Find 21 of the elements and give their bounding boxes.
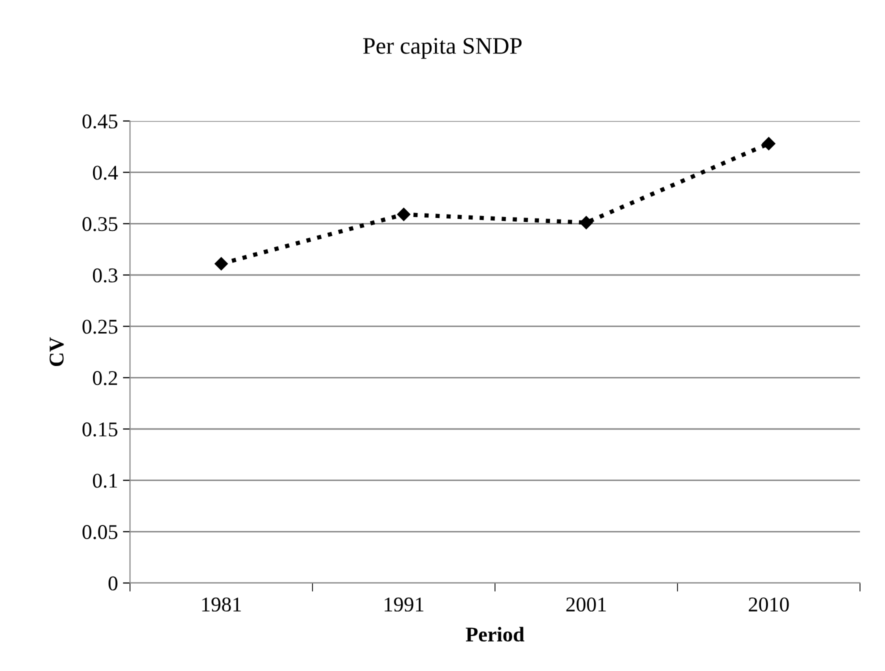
y-tick-label: 0.4 xyxy=(92,166,118,180)
y-tick-label: 0.15 xyxy=(82,422,118,437)
y-tick-label: 0.35 xyxy=(82,217,118,232)
x-tick-label: 1991 xyxy=(384,598,424,612)
point xyxy=(397,208,410,222)
y-tick-label: 0 xyxy=(108,576,118,590)
y-tick-label: 0.05 xyxy=(82,525,118,540)
y-tick-label: 0.1 xyxy=(92,474,117,488)
chart-title: Per capita SNDP xyxy=(363,38,522,59)
y-tick-label: 0.45 xyxy=(82,114,118,129)
point xyxy=(580,216,593,230)
point xyxy=(762,137,776,150)
y-axis-title: CV xyxy=(50,337,64,366)
y-tick-label: 0.2 xyxy=(92,371,118,386)
y-tick-label: 0.3 xyxy=(92,268,118,283)
x-tick-label: 1981 xyxy=(202,597,241,612)
x-tick-label: 2001 xyxy=(566,597,606,612)
x-axis-title: Period xyxy=(466,626,524,642)
y-tick-label: 0.25 xyxy=(82,320,118,334)
x-tick-label: 2010 xyxy=(748,597,789,612)
point xyxy=(214,257,228,270)
